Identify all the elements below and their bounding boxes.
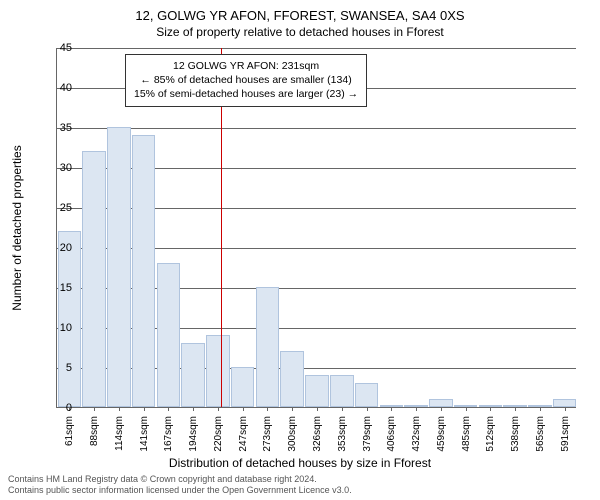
xtick-label: 406sqm xyxy=(386,416,397,452)
histogram-bar xyxy=(256,287,280,407)
ytick-label: 0 xyxy=(66,402,72,414)
footer-attribution: Contains HM Land Registry data © Crown c… xyxy=(8,474,352,497)
footer-line-2: Contains public sector information licen… xyxy=(8,485,352,496)
histogram-bar xyxy=(553,399,577,407)
x-axis-label: Distribution of detached houses by size … xyxy=(0,456,600,470)
y-axis-label: Number of detached properties xyxy=(10,145,24,310)
ytick-label: 15 xyxy=(60,282,72,294)
xtick-label: 88sqm xyxy=(89,416,100,446)
annotation-box: 12 GOLWG YR AFON: 231sqm ← 85% of detach… xyxy=(125,54,367,107)
xtick-label: 326sqm xyxy=(312,416,323,452)
histogram-bar xyxy=(429,399,453,407)
chart-subtitle: Size of property relative to detached ho… xyxy=(0,25,600,39)
ytick-label: 10 xyxy=(60,322,72,334)
xtick-label: 538sqm xyxy=(510,416,521,452)
xtick-label: 114sqm xyxy=(114,416,125,451)
histogram-bar xyxy=(206,335,230,407)
annotation-line-3: 15% of semi-detached houses are larger (… xyxy=(134,87,358,101)
histogram-bar xyxy=(231,367,255,407)
xtick-label: 459sqm xyxy=(436,416,447,452)
footer-line-1: Contains HM Land Registry data © Crown c… xyxy=(8,474,352,485)
xtick-label: 353sqm xyxy=(337,416,348,452)
ytick-label: 45 xyxy=(60,42,72,54)
histogram-bar xyxy=(181,343,205,407)
ytick-label: 5 xyxy=(66,362,72,374)
xtick-label: 591sqm xyxy=(560,416,571,452)
xtick-label: 61sqm xyxy=(64,416,75,446)
chart-title: 12, GOLWG YR AFON, FFOREST, SWANSEA, SA4… xyxy=(0,8,600,23)
histogram-bar xyxy=(157,263,181,407)
xtick-label: 565sqm xyxy=(535,416,546,452)
histogram-bar xyxy=(107,127,131,407)
xtick-label: 300sqm xyxy=(287,416,298,452)
ytick-label: 20 xyxy=(60,242,72,254)
xtick-label: 141sqm xyxy=(139,416,150,452)
xtick-label: 220sqm xyxy=(213,416,224,452)
ytick-label: 35 xyxy=(60,122,72,134)
histogram-bar xyxy=(355,383,379,407)
histogram-bar xyxy=(305,375,329,407)
xtick-label: 167sqm xyxy=(163,416,174,452)
xtick-label: 432sqm xyxy=(411,416,422,452)
histogram-bar xyxy=(132,135,156,407)
annotation-line-2: ← 85% of detached houses are smaller (13… xyxy=(134,73,358,87)
plot-area: 12 GOLWG YR AFON: 231sqm ← 85% of detach… xyxy=(56,48,576,408)
ytick-label: 30 xyxy=(60,162,72,174)
xtick-label: 512sqm xyxy=(485,416,496,452)
histogram-bar xyxy=(280,351,304,407)
histogram-bar xyxy=(58,231,82,407)
xtick-label: 485sqm xyxy=(461,416,472,452)
xtick-label: 247sqm xyxy=(238,416,249,452)
xtick-label: 379sqm xyxy=(362,416,373,452)
annotation-line-1: 12 GOLWG YR AFON: 231sqm xyxy=(134,59,358,73)
ytick-label: 25 xyxy=(60,202,72,214)
ytick-label: 40 xyxy=(60,82,72,94)
xtick-label: 273sqm xyxy=(262,416,273,452)
xtick-label: 194sqm xyxy=(188,416,199,452)
histogram-bar xyxy=(82,151,106,407)
histogram-bar xyxy=(330,375,354,407)
chart-header: 12, GOLWG YR AFON, FFOREST, SWANSEA, SA4… xyxy=(0,8,600,39)
